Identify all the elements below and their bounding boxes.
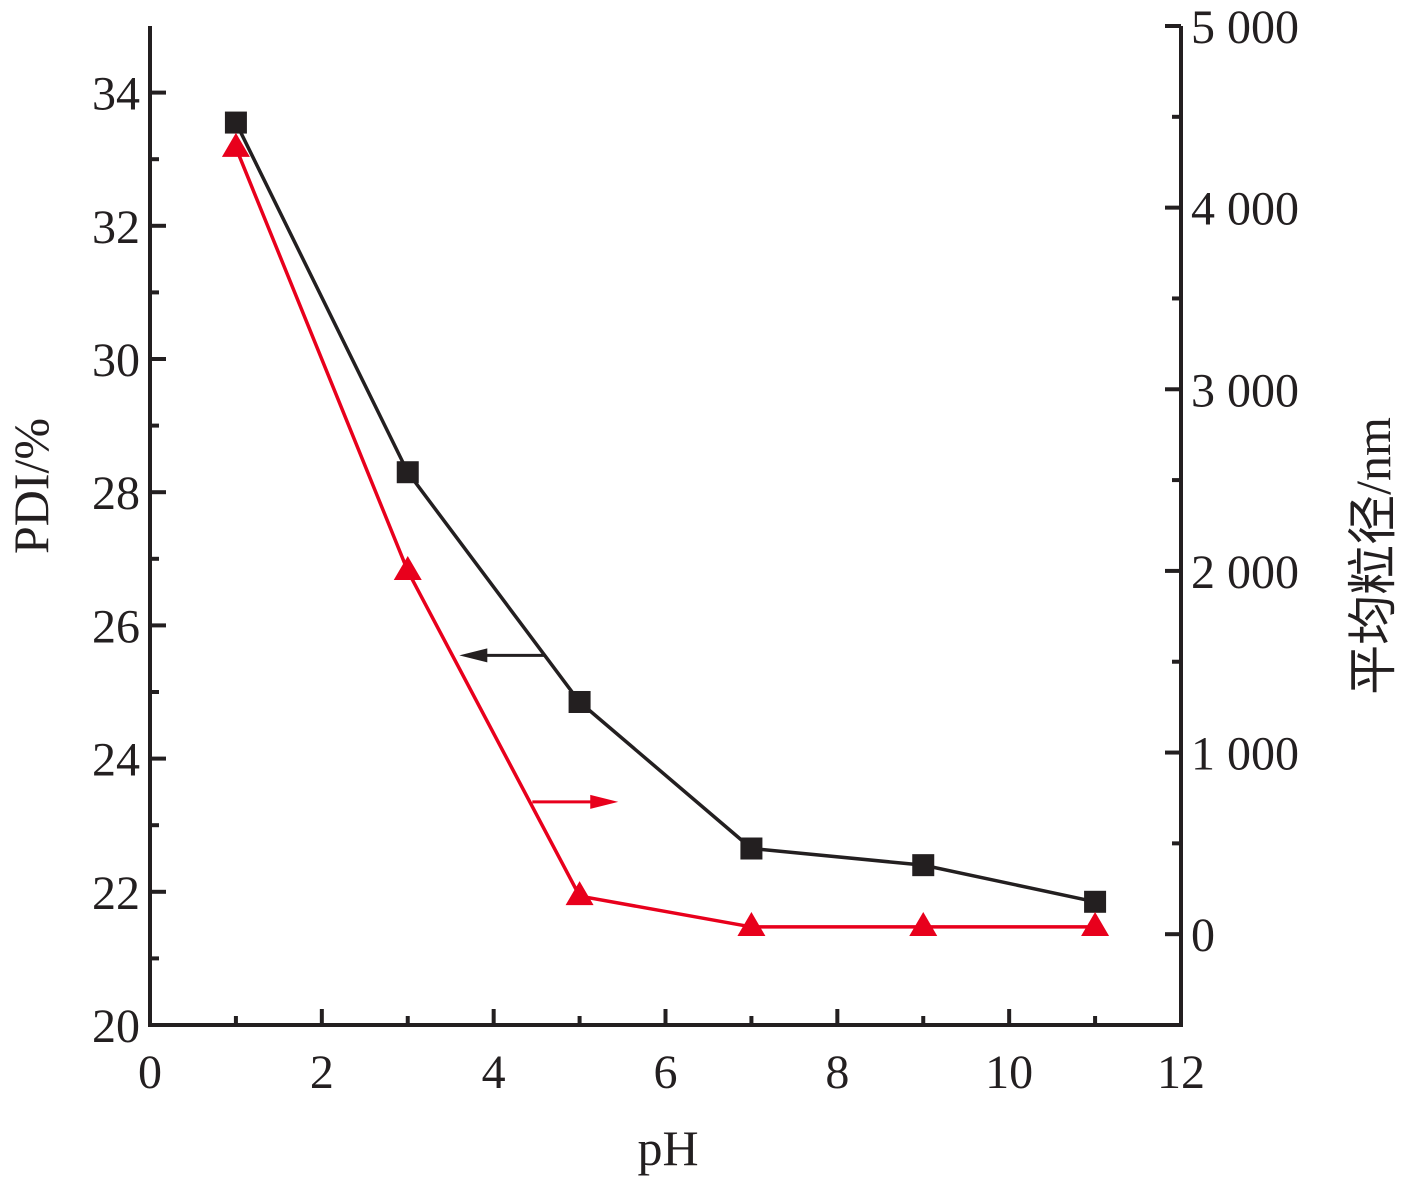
x-tick-label: 4 (482, 1046, 506, 1099)
y-left-tick-label: 22 (92, 867, 140, 920)
size-point (565, 881, 594, 906)
y-right-tick-label: 3 000 (1191, 364, 1299, 417)
y-right-tick-label: 5 000 (1191, 1, 1299, 54)
x-tick-label: 10 (985, 1046, 1033, 1099)
series-pdi-line (234, 121, 1096, 904)
x-tick-label: 0 (138, 1046, 162, 1099)
y-right-tick-label: 1 000 (1191, 728, 1299, 781)
size-point (909, 912, 938, 937)
y-axis-right-label: 平均粒径/nm (1345, 417, 1401, 695)
y-left-tick-label: 32 (92, 201, 140, 254)
size-point (737, 912, 766, 937)
right-axis-arrow-head (590, 794, 619, 809)
pdi-point (740, 837, 763, 860)
y-left-tick-label: 24 (92, 734, 140, 787)
y-right-tick-label: 4 000 (1191, 183, 1299, 236)
pdi-point (912, 854, 935, 877)
plot-area (221, 111, 1110, 937)
x-tick-label: 12 (1157, 1046, 1205, 1099)
y-left-tick-label: 34 (92, 68, 140, 121)
size-point (1081, 912, 1110, 937)
y-left-tick-label: 20 (92, 1000, 140, 1053)
x-tick-label: 6 (654, 1046, 678, 1099)
x-axis-label: pH (637, 1120, 698, 1176)
annotations (459, 648, 619, 809)
pdi-point (396, 461, 419, 484)
y-right-tick-label: 2 000 (1191, 546, 1299, 599)
x-tick-label: 8 (825, 1046, 849, 1099)
size-point (393, 556, 422, 581)
left-axis-arrow-head (459, 648, 488, 663)
y-left-tick-label: 28 (92, 467, 140, 520)
y-left-tick-label: 26 (92, 600, 140, 653)
y-axis-left-label: PDI/% (3, 418, 59, 554)
y-left-tick-label: 30 (92, 334, 140, 387)
x-tick-label: 2 (310, 1046, 334, 1099)
pdi-point (224, 111, 247, 134)
series-size-line (234, 147, 1096, 929)
pdi-point (568, 690, 591, 713)
y-right-tick-label: 0 (1191, 909, 1215, 962)
size-point (221, 132, 250, 157)
pdi-point (1084, 890, 1107, 913)
